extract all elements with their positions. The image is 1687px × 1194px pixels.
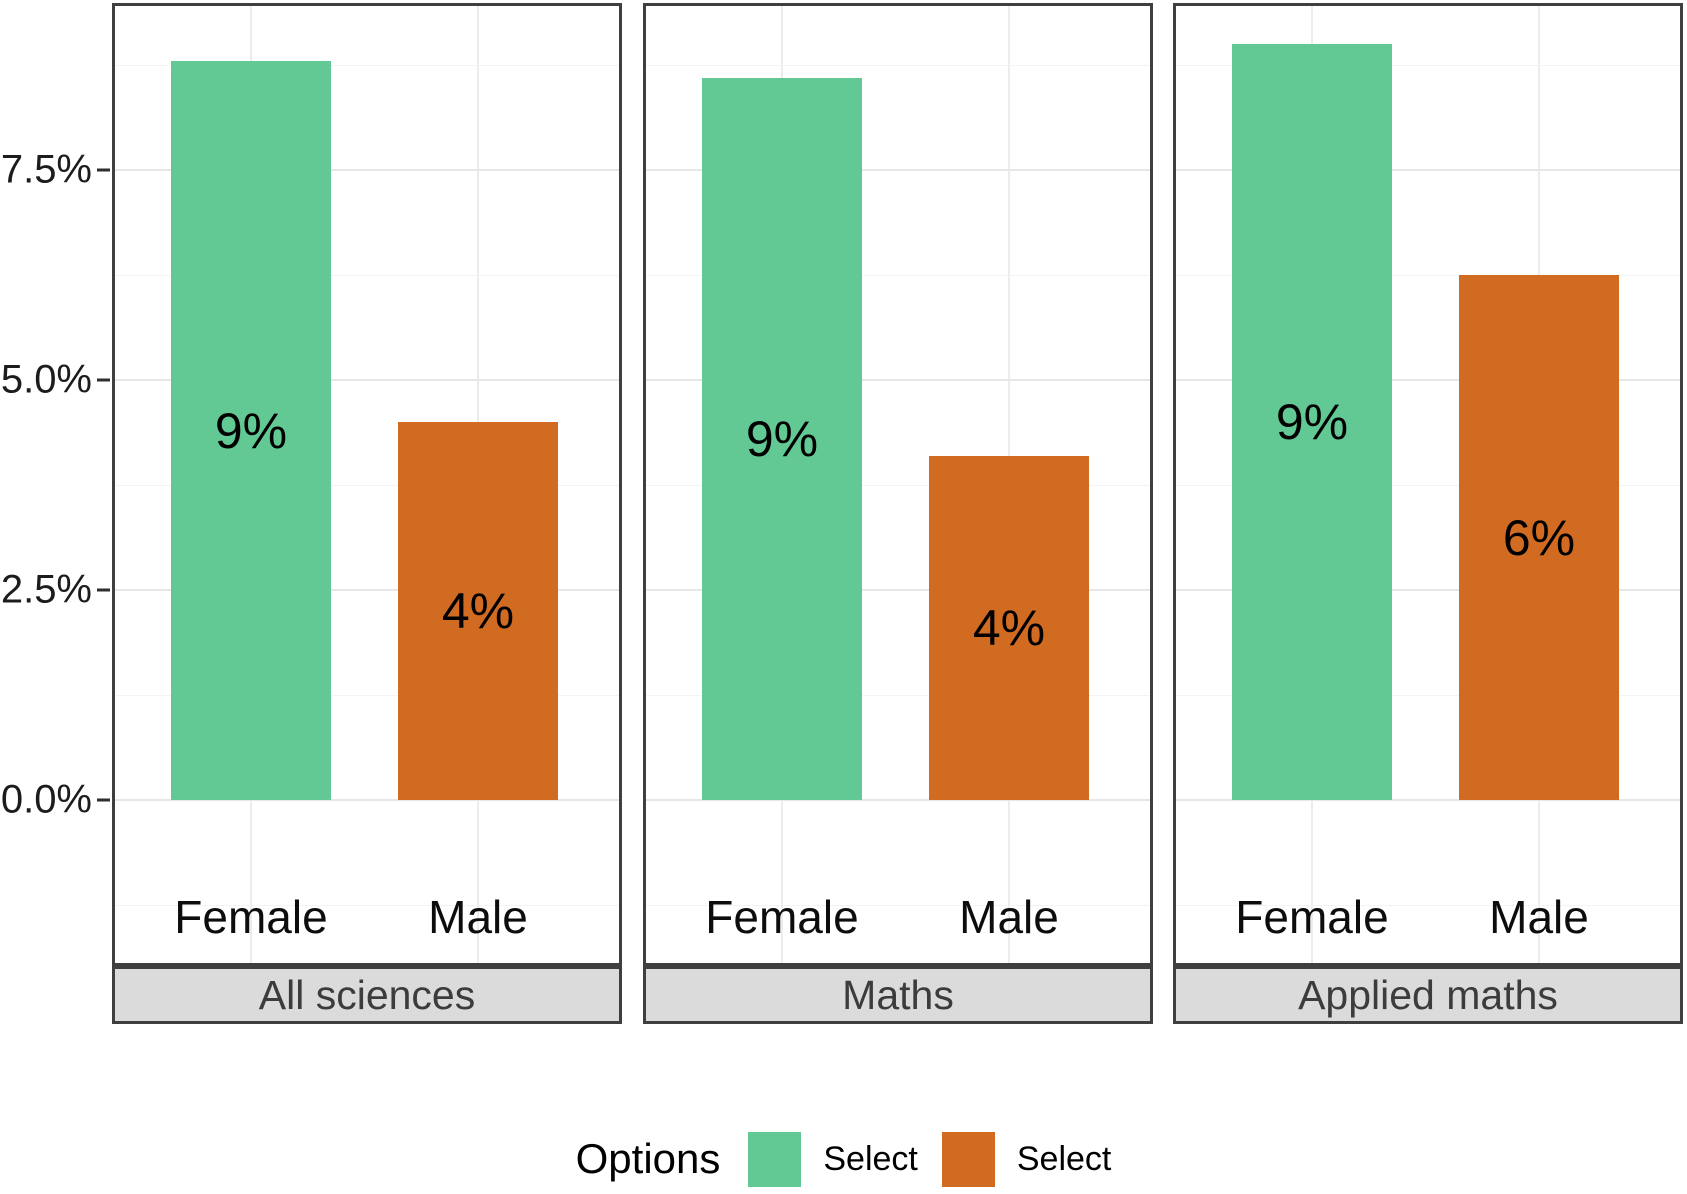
y-axis-tick-mark [97, 378, 110, 382]
gridline-horizontal-minor [115, 905, 619, 906]
gridline-horizontal-minor [1176, 65, 1680, 66]
bar-value-label: 6% [1502, 510, 1576, 566]
category-label-male: Male [959, 891, 1059, 943]
gridline-horizontal-major [646, 379, 1150, 381]
facet-strip-label: Maths [842, 971, 954, 1018]
gridline-horizontal-minor [1176, 485, 1680, 486]
gridline-horizontal-major [646, 169, 1150, 171]
y-axis-tick-label: 2.5% [0, 567, 92, 612]
gridline-horizontal-minor [1176, 905, 1680, 906]
bar-male [929, 456, 1089, 800]
gridline-horizontal-minor [646, 275, 1150, 276]
category-label-female: Female [1235, 891, 1389, 943]
y-axis-tick-label: 7.5% [0, 147, 92, 192]
legend-title: Options [575, 1135, 721, 1182]
facet-panel: 9% Female 4% Male [643, 3, 1153, 966]
y-axis-tick-mark [97, 588, 110, 592]
y-axis-tick-mark [97, 798, 110, 802]
gridline-horizontal-minor [115, 485, 619, 486]
gridline-horizontal-major [115, 799, 619, 801]
gridline-horizontal-minor [646, 485, 1150, 486]
category-label-female: Female [705, 891, 859, 943]
facet-panel: 9% Female 6% Male [1173, 3, 1683, 966]
category-label-male: Male [1489, 891, 1589, 943]
bar-value-label: 9% [745, 411, 819, 467]
gridline-horizontal-minor [1176, 275, 1680, 276]
gridline-horizontal-minor [115, 65, 619, 66]
gridline-horizontal-major [115, 379, 619, 381]
gridline-horizontal-major [646, 589, 1150, 591]
category-label-female: Female [174, 891, 328, 943]
gridline-horizontal-major [115, 589, 619, 591]
bar-value-label: 4% [441, 583, 515, 639]
legend-entry-label: Select [1016, 1139, 1112, 1178]
facet-panel: 9% Female 4% Male [112, 3, 622, 966]
gridline-horizontal-major [646, 799, 1150, 801]
legend-entry-label: Select [823, 1139, 918, 1178]
y-axis-tick-label: 0.0% [0, 777, 92, 822]
bar-value-label: 4% [972, 600, 1046, 656]
gridline-horizontal-major [115, 169, 619, 171]
y-axis-tick-mark [97, 168, 110, 172]
bar-female [1232, 44, 1392, 800]
facet-strip-label: All sciences [258, 971, 476, 1018]
bar-female [171, 61, 331, 800]
facet-strip: Applied maths [1173, 966, 1683, 1024]
facet-strip-label: Applied maths [1298, 971, 1558, 1018]
gridline-horizontal-major [1176, 799, 1680, 801]
facet-strip: All sciences [112, 966, 622, 1024]
gridline-horizontal-minor [646, 65, 1150, 66]
gridline-horizontal-major [1176, 589, 1680, 591]
bar-female [702, 78, 862, 800]
facet-strip: Maths [643, 966, 1153, 1024]
gridline-horizontal-major [1176, 379, 1680, 381]
category-label-male: Male [428, 891, 528, 943]
gridline-horizontal-major [1176, 169, 1680, 171]
bar-value-label: 9% [1275, 394, 1349, 450]
gridline-horizontal-minor [115, 695, 619, 696]
legend-key-orange-swatch [941, 1131, 995, 1187]
bar-value-label: 9% [214, 403, 288, 459]
gridline-horizontal-minor [115, 275, 619, 276]
legend-key-green-swatch [748, 1131, 802, 1187]
bar-male [398, 422, 558, 800]
gridline-horizontal-minor [646, 695, 1150, 696]
legend: Options Select Select [0, 1128, 1687, 1190]
gridline-horizontal-minor [1176, 695, 1680, 696]
gridline-horizontal-minor [646, 905, 1150, 906]
y-axis-tick-label: 5.0% [0, 357, 92, 402]
bar-male [1459, 275, 1619, 800]
